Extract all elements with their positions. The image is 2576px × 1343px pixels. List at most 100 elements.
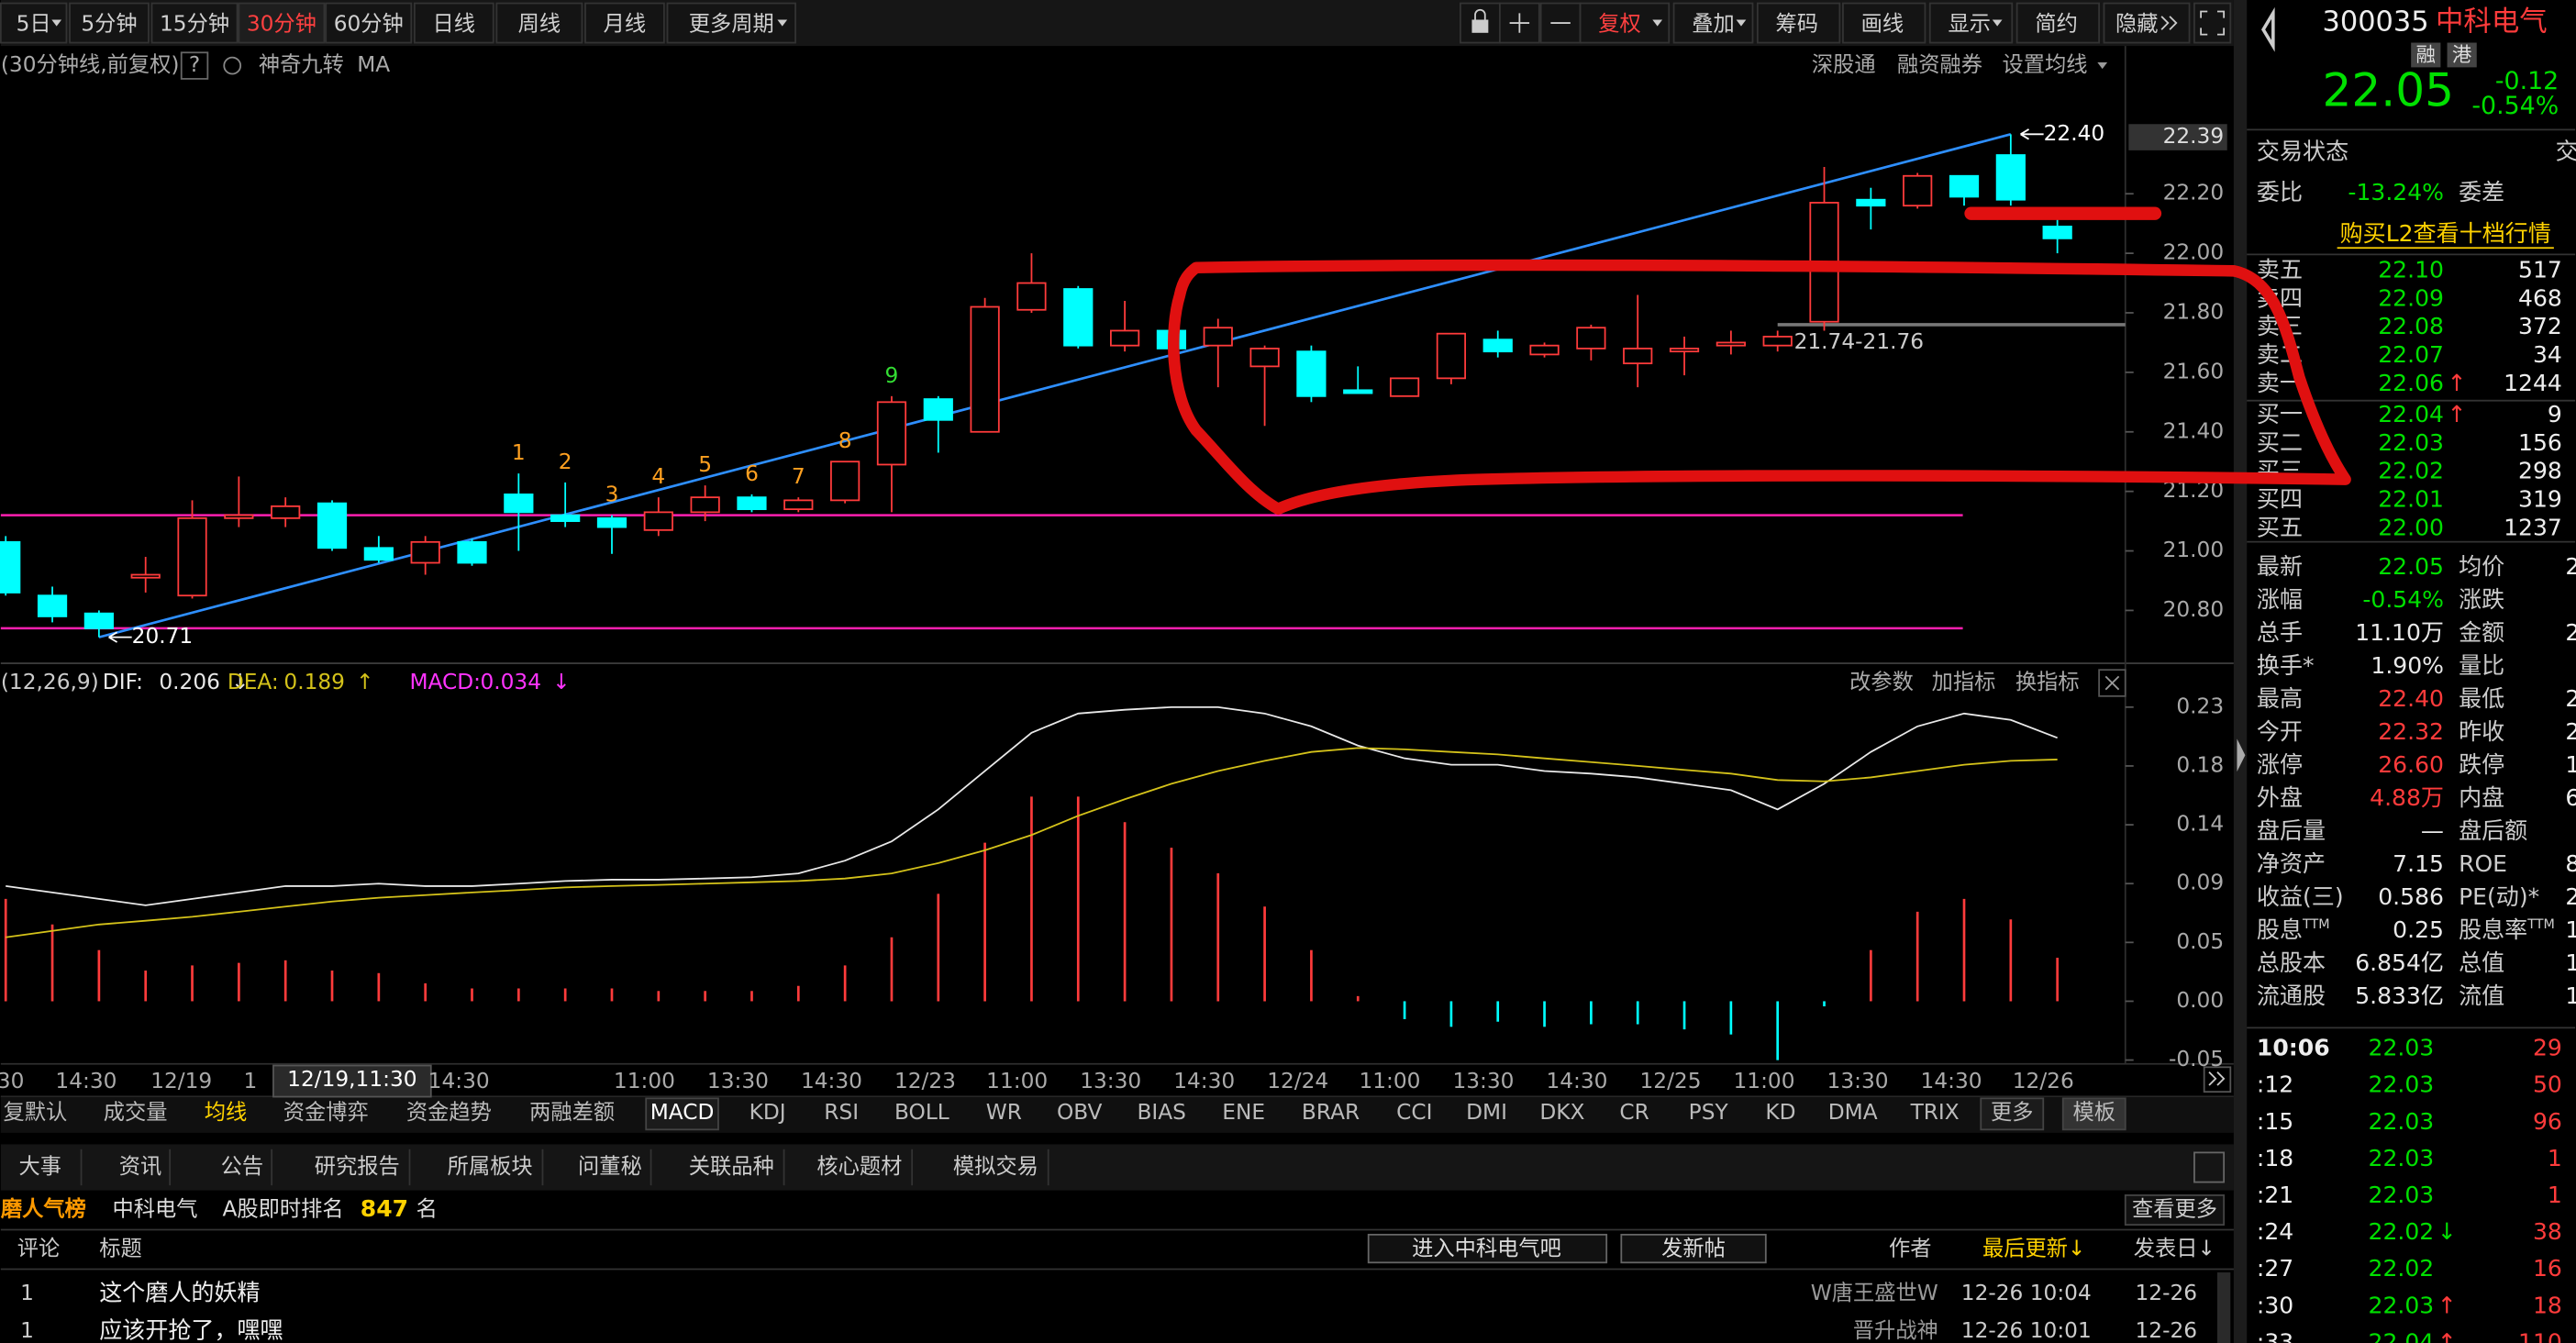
post-author: W唐王盛世W (1811, 1281, 1938, 1305)
tool-button[interactable] (1579, 2, 1671, 44)
tool-button[interactable] (1756, 2, 1841, 44)
chart-link[interactable]: 融资融券 (1897, 52, 1982, 77)
indicator-tab[interactable]: DKX (1539, 1100, 1584, 1125)
indicator-link[interactable]: 加指标 (1932, 670, 1996, 694)
splitter[interactable] (2233, 0, 2248, 1343)
tab-highlight[interactable] (645, 1097, 719, 1131)
post-button[interactable] (1367, 1233, 1608, 1264)
tool-button-label[interactable]: 叠加 (1692, 11, 1735, 36)
indicator-tab[interactable]: ENE (1222, 1100, 1265, 1125)
candle-body (1296, 350, 1327, 397)
post-button[interactable] (1620, 1233, 1767, 1264)
indicator-tab[interactable]: 成交量 (104, 1100, 168, 1125)
indicator-tab[interactable]: RSI (824, 1100, 859, 1125)
info-tab[interactable]: 所属板块 (448, 1154, 533, 1179)
nine-turn-label: 9 (885, 363, 899, 388)
period-button[interactable] (413, 2, 494, 44)
period-tab[interactable]: 30分钟 (247, 11, 316, 36)
info-tab[interactable]: 研究报告 (315, 1154, 400, 1179)
fullscreen-button[interactable] (2193, 2, 2232, 44)
x-tick-label: 11:00 (986, 1069, 1048, 1093)
tab-highlight[interactable] (2061, 1097, 2126, 1131)
help-button[interactable] (180, 51, 209, 80)
period-tab[interactable]: 5分钟 (81, 11, 137, 36)
period-tab[interactable]: 60分钟 (334, 11, 404, 36)
indicator-tab[interactable]: DMI (1466, 1100, 1507, 1125)
y-tick-label: 22.20 (2163, 181, 2225, 205)
info-tab[interactable]: 问董秘 (578, 1154, 642, 1179)
indicator-link[interactable]: 改参数 (1849, 670, 1914, 694)
indicator-tab[interactable]: 模板 (2073, 1100, 2116, 1125)
period-button[interactable] (666, 2, 796, 44)
indicator-tab[interactable]: KDJ (749, 1100, 786, 1125)
period-button[interactable] (150, 2, 239, 44)
column-header[interactable]: 发表日↓ (2134, 1236, 2215, 1260)
period-tab[interactable]: 15分钟 (160, 11, 229, 36)
period-button[interactable] (325, 2, 413, 44)
period-button[interactable] (495, 2, 583, 44)
scroll-button[interactable] (2203, 1066, 2232, 1093)
indicator-tab[interactable]: 均线 (205, 1100, 248, 1125)
indicator-tab[interactable]: BRAR (1302, 1100, 1360, 1125)
indicator-tab[interactable]: DMA (1828, 1100, 1878, 1125)
help[interactable]: ? (189, 52, 200, 77)
info-tab[interactable]: 资讯 (119, 1154, 162, 1179)
info-tab[interactable]: 模拟交易 (953, 1154, 1038, 1179)
price-tag (2128, 124, 2227, 150)
tool-button-label[interactable]: 画线 (1861, 11, 1904, 36)
period-tab[interactable]: 更多周期 (689, 11, 774, 36)
indicator-tab[interactable]: WR (986, 1100, 1022, 1125)
collapse-arrow[interactable] (2237, 738, 2246, 772)
indicator-tab[interactable]: 复默认 (4, 1100, 68, 1125)
tool-button-label[interactable]: 复权 (1598, 11, 1641, 36)
column-header[interactable]: 最后更新↓ (1982, 1236, 2085, 1260)
book-price: 22.07 (2378, 341, 2444, 368)
chart-link[interactable]: 深股通 (1812, 52, 1876, 77)
tool-button-label[interactable]: 显示 (1948, 11, 1991, 36)
info-tab[interactable]: 核心题材 (816, 1154, 902, 1179)
info-tab[interactable]: 关联品种 (689, 1154, 774, 1179)
tab-highlight[interactable] (1980, 1097, 2045, 1131)
period-tab[interactable]: 5日 (17, 11, 51, 36)
indicator-tab[interactable]: TRIX (1910, 1100, 1960, 1125)
period-button[interactable] (69, 2, 150, 44)
period-button[interactable] (584, 2, 665, 44)
indicator-tab[interactable]: 资金趋势 (406, 1100, 492, 1125)
period-button[interactable] (238, 2, 326, 44)
indicator-tab[interactable]: CCI (1396, 1100, 1432, 1125)
indicator-tab[interactable]: MACD (650, 1100, 715, 1125)
panel-toggle[interactable] (2193, 1151, 2226, 1183)
tool-button-label[interactable]: 简约 (2035, 11, 2078, 36)
column-header: 评论 (17, 1236, 61, 1260)
button-label[interactable]: 发新帖 (1661, 1236, 1726, 1260)
indicator-tab[interactable]: 更多 (1991, 1100, 2034, 1125)
indicator-tab[interactable]: BIAS (1137, 1100, 1185, 1125)
indicator-tab[interactable]: 两融差额 (529, 1100, 615, 1125)
period-tab[interactable]: 日线 (433, 11, 476, 36)
period-tab[interactable]: 月线 (604, 11, 647, 36)
tool-button-label[interactable]: 筹码 (1776, 11, 1819, 36)
more-link[interactable]: 查看更多 (2132, 1197, 2217, 1222)
button-label[interactable]: 进入中科电气吧 (1412, 1236, 1561, 1260)
post-title[interactable]: 这个磨人的妖精 (99, 1279, 260, 1305)
info-tab[interactable]: 公告 (221, 1154, 264, 1179)
indicator-tab[interactable]: KD (1765, 1100, 1795, 1125)
indicator-tab[interactable]: 资金博弈 (283, 1100, 369, 1125)
indicator-tab[interactable]: PSY (1689, 1100, 1729, 1125)
x-tick-label: 12/24 (1267, 1069, 1328, 1093)
indicator-tab-bar (0, 1096, 2234, 1133)
tool-button[interactable] (2015, 2, 2101, 44)
post-title[interactable]: 应该开抢了，嘿嘿 (99, 1316, 283, 1343)
info-tab[interactable]: 大事 (19, 1154, 62, 1179)
tool-button[interactable] (1842, 2, 1926, 44)
indicator-tab[interactable]: CR (1619, 1100, 1649, 1125)
close-button[interactable] (2098, 669, 2126, 697)
tool-button-label[interactable]: 隐藏 (2115, 11, 2159, 36)
indicator-link[interactable]: 换指标 (2015, 670, 2080, 694)
indicator-tab[interactable]: BOLL (894, 1100, 949, 1125)
l2-link[interactable]: 购买L2查看十档行情 (2340, 220, 2551, 247)
period-tab[interactable]: 周线 (518, 11, 561, 36)
indicator-tab[interactable]: OBV (1057, 1100, 1103, 1125)
chart-link[interactable]: 设置均线 (2003, 52, 2088, 77)
more-button[interactable] (2124, 1194, 2226, 1226)
